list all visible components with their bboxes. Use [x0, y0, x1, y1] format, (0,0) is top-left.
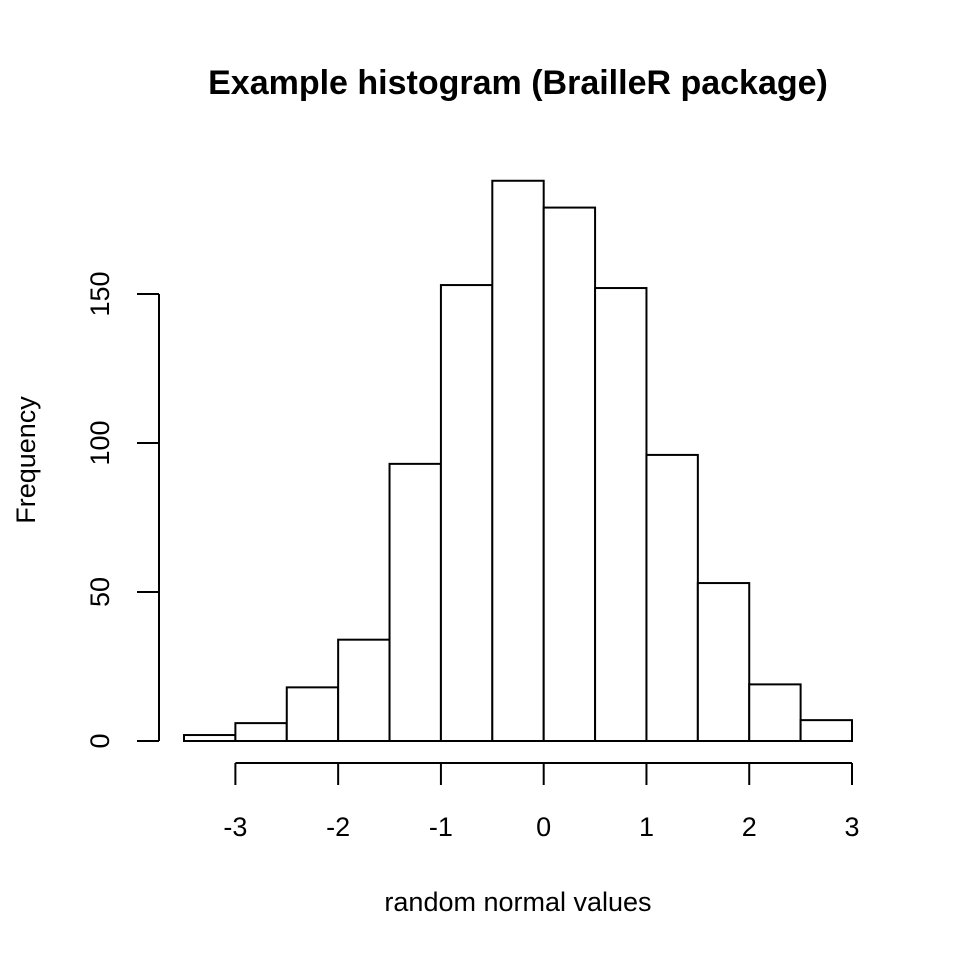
x-tick-label: -1 — [429, 812, 453, 842]
x-axis: -3 -2 -1 0 1 2 3 — [223, 762, 860, 842]
histogram-bar — [645, 453, 699, 742]
x-tick-label: 2 — [742, 812, 757, 842]
histogram-bar — [337, 638, 391, 742]
chart-title: Example histogram (BrailleR package) — [208, 64, 828, 102]
x-tick-label: -2 — [326, 812, 350, 842]
histogram-bar — [234, 722, 288, 742]
y-tick-label: 150 — [85, 271, 115, 316]
histogram-bar — [748, 683, 802, 743]
histogram-bar — [491, 179, 545, 742]
x-tick-label: -3 — [223, 812, 247, 842]
histogram-bar — [696, 582, 751, 742]
y-axis-label: Frequency — [11, 396, 41, 524]
x-tick-label: 1 — [639, 812, 654, 842]
x-tick-label: 3 — [844, 812, 859, 842]
y-tick-label: 0 — [85, 733, 115, 748]
y-tick-label: 50 — [85, 577, 115, 607]
histogram-bar — [799, 719, 853, 743]
y-tick-label: 100 — [85, 420, 115, 465]
bars-group — [183, 179, 853, 743]
x-tick-label: 0 — [536, 812, 551, 842]
histogram-bar — [388, 462, 442, 742]
x-axis-label: random normal values — [384, 887, 651, 917]
y-axis: 0 50 100 150 — [85, 271, 160, 749]
histogram-bar — [439, 284, 494, 742]
histogram-bar — [542, 206, 597, 742]
histogram-bar — [183, 734, 237, 742]
histogram-bar — [285, 686, 340, 742]
histogram-bar — [594, 287, 648, 742]
